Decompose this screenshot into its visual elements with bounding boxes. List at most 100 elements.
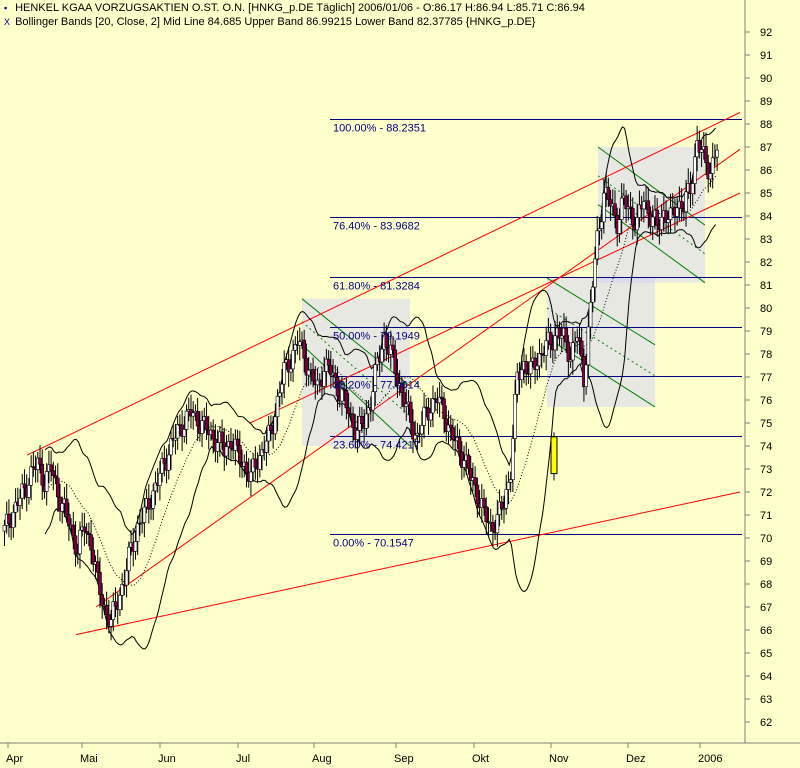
candle-body [127,546,131,572]
y-tick-label: 82 [760,257,772,269]
channel-fill-0 [302,298,410,446]
y-tick-label: 75 [760,418,772,430]
channel-upper-1 [546,277,656,346]
candle-body [346,407,351,414]
candle-body [513,393,517,439]
highlight-candle [550,436,558,475]
y-tick-label: 78 [760,349,772,361]
candle-body [433,398,437,400]
candle-body [564,327,568,343]
indicator-title: X Bollinger Bands [20, Close, 2] Mid Lin… [4,16,535,28]
candle-body [599,221,604,229]
y-tick-label: 66 [760,625,772,637]
candle-body [571,342,575,361]
candle-body [124,570,129,586]
candle-body [606,186,611,200]
candle-body [87,532,91,536]
candle-body [11,512,16,528]
candle-body [533,357,537,370]
candle-body [149,508,153,510]
candle-body [413,434,418,440]
candle-body [118,594,122,611]
channel-upper-0 [301,298,411,387]
candle-body [664,210,668,223]
fibonacci-labels: 100.00% - 88.2351 76.40% - 83.9682 61.80% … [333,123,426,550]
y-tick-label: 87 [760,142,772,154]
candle-body [699,149,704,153]
candle-body [215,442,220,452]
y-tick-label: 76 [760,395,772,407]
candle-body [577,337,582,342]
y-tick-label: 73 [760,464,772,476]
candle-body [304,358,309,376]
candle-body [104,604,109,615]
candle-body [204,416,209,431]
x-tick-label: Okt [472,753,489,765]
regression-channels [301,146,706,447]
fib-label-3: 50.00% - 79.1949 [333,331,420,343]
candle-body [182,429,187,437]
y-tick-label: 70 [760,533,772,545]
y-tick-label: 80 [760,303,772,315]
candle-body [269,424,273,432]
candle-body [384,333,389,348]
y-tick-label: 74 [760,441,772,453]
candle-body [380,348,384,363]
candle-body [528,361,533,375]
candle-body [264,440,269,453]
candle-body [593,258,597,288]
fib-label-0: 100.00% - 88.2351 [333,123,426,135]
candle-body [484,506,489,522]
candle-body [158,472,162,486]
candle-body [109,619,113,627]
candle-body [55,477,60,498]
candle-body [422,406,426,426]
channel-mid-0 [301,321,411,417]
candle-body [20,483,25,499]
x-tick-label: 2006 [698,753,722,765]
candle-body [659,216,664,231]
y-tick-label: 62 [760,717,772,729]
candle-body [602,192,606,223]
y-tick-label: 81 [760,280,772,292]
candle-body [684,191,688,213]
candle-body [73,535,78,555]
candle-body [344,389,349,409]
candle-body [431,398,435,414]
candle-body [244,461,249,474]
candle-body [668,207,673,220]
x-tick-label: Aug [312,753,332,765]
candle-body [133,541,138,552]
candle-body [393,349,398,374]
candle-body [559,335,564,339]
y-tick-label: 85 [760,188,772,200]
candle-body [524,361,529,374]
candle-body [64,498,69,515]
candle-body [502,508,506,510]
candle-body [391,344,395,351]
candle-body [395,373,400,386]
candle-body [519,369,524,381]
candle-body [619,197,624,220]
candle-body [366,407,371,415]
candle-body [544,340,548,356]
candle-body [491,522,495,532]
y-tick-label: 68 [760,579,772,591]
y-tick-label: 65 [760,648,772,660]
channel-upper-2 [597,146,706,226]
candle-body [408,401,413,423]
candle-body [355,430,360,440]
candle-body [2,525,7,532]
candle-body [584,364,588,388]
candle-body [364,413,369,429]
candle-body [169,438,173,456]
candle-body [60,503,65,512]
candle-body [710,157,715,174]
candle-body [275,396,280,418]
candle-body [29,466,33,486]
candle-body [95,561,100,573]
y-tick-label: 83 [760,234,772,246]
candle-body [351,413,355,428]
fib-label-4: 38.20% - 77.0614 [333,380,420,392]
